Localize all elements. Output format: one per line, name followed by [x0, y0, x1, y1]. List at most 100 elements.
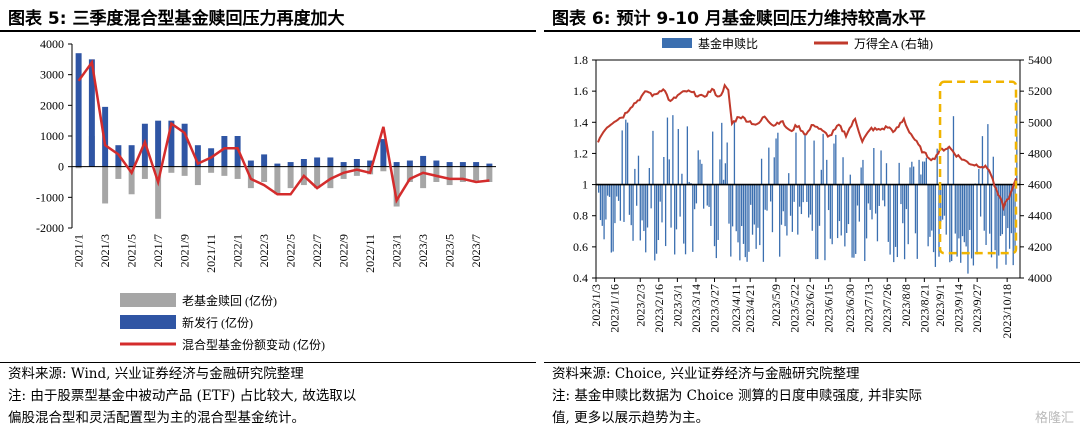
fund-subscription-redemption-bar: [929, 184, 931, 237]
fund-subscription-redemption-bar: [878, 184, 880, 206]
right-x-tick-label: 2023/7/26: [880, 284, 894, 333]
fund-subscription-redemption-bar: [979, 184, 982, 217]
fund-subscription-redemption-bar: [795, 132, 797, 185]
fund-subscription-redemption-bar: [931, 184, 933, 231]
fund-subscription-redemption-bar: [750, 184, 752, 205]
fund-subscription-redemption-bar: [677, 128, 679, 185]
new-issuance-bar: [261, 154, 268, 167]
fund-subscription-redemption-bar: [679, 184, 681, 217]
fund-subscription-redemption-bar: [610, 184, 612, 253]
left-x-tick-label: 2023/1: [390, 234, 404, 267]
fund-subscription-redemption-bar: [632, 184, 634, 241]
fund-subscription-redemption-bar: [965, 184, 967, 247]
right-x-tick-label: 2023/4/11: [729, 284, 743, 332]
fund-subscription-redemption-bar: [780, 184, 783, 225]
right-source-rule: [544, 362, 1080, 363]
fund-subscription-redemption-bar: [958, 184, 960, 239]
left-y-tick-label: -1000: [36, 190, 64, 204]
fund-subscription-redemption-bar: [623, 184, 625, 222]
fund-subscription-redemption-bar: [784, 184, 786, 227]
fund-subscription-redemption-bar: [764, 184, 766, 210]
fund-subscription-redemption-bar: [1005, 184, 1007, 265]
fund-subscription-redemption-bar: [849, 174, 851, 185]
fund-subscription-redemption-bar: [976, 184, 978, 255]
new-issuance-bar: [102, 106, 109, 167]
fund-subscription-redemption-bar: [800, 184, 803, 215]
fund-subscription-redemption-bar: [608, 184, 611, 197]
old-fund-redemption-bar: [208, 166, 215, 173]
fund-subscription-redemption-bar: [967, 184, 969, 274]
left-x-tick-label: 2023/3: [416, 234, 430, 267]
new-issuance-bar: [221, 136, 228, 167]
fund-subscription-redemption-bar: [789, 184, 792, 216]
fund-subscription-redemption-bar: [804, 133, 806, 185]
fund-subscription-redemption-bar: [844, 184, 846, 247]
fund-subscription-redemption-bar: [907, 184, 909, 245]
fund-subscription-redemption-bar: [670, 184, 672, 228]
old-fund-redemption-bar: [221, 166, 228, 176]
new-issuance-bar: [473, 162, 480, 167]
right-note-line2: 值, 更多以展示趋势为主。: [552, 410, 710, 426]
new-issuance-bar: [340, 162, 347, 167]
old-fund-redemption-bar: [433, 166, 440, 182]
fund-subscription-redemption-bar: [733, 121, 736, 185]
fund-subscription-redemption-bar: [963, 184, 965, 243]
old-fund-redemption-bar: [486, 166, 493, 182]
left-x-tick-label: 2021/9: [178, 234, 192, 267]
fund-subscription-redemption-bar: [817, 184, 819, 260]
fund-subscription-redemption-bar: [969, 184, 971, 230]
fund-subscription-redemption-bar: [773, 157, 775, 185]
fund-subscription-redemption-bar: [911, 161, 913, 185]
right-title-rule: [544, 30, 1080, 32]
fund-subscription-redemption-bar: [668, 159, 670, 185]
fund-subscription-redemption-bar: [693, 184, 696, 210]
fund-subscription-redemption-bar: [684, 184, 687, 255]
new-issuance-bar: [75, 53, 82, 167]
fund-subscription-redemption-bar: [836, 184, 839, 239]
new-issuance-bar: [393, 162, 400, 167]
new-issuance-bar: [459, 162, 466, 167]
old-fund-redemption-bar: [353, 166, 360, 176]
fund-subscription-redemption-bar: [1007, 184, 1009, 229]
fund-subscription-redemption-bar: [619, 184, 622, 221]
right-right-y-tick-label: 5200: [1028, 84, 1052, 98]
old-fund-redemption-bar: [168, 166, 175, 173]
old-fund-redemption-bar: [314, 166, 321, 189]
fund-subscription-redemption-bar: [726, 142, 728, 185]
fund-subscription-redemption-bar: [722, 179, 725, 185]
left-x-tick-label: 2022/11: [363, 234, 377, 273]
fund-subscription-redemption-bar: [683, 184, 685, 244]
right-legend-label-line: 万得全A (右轴): [854, 36, 933, 51]
fund-subscription-redemption-bar: [1014, 184, 1016, 251]
fund-subscription-redemption-bar: [873, 147, 875, 185]
new-issuance-bar: [300, 159, 307, 167]
fund-subscription-redemption-bar: [697, 150, 699, 185]
fund-subscription-redemption-bar: [902, 184, 904, 224]
right-x-tick-label: 2023/9/1: [933, 284, 947, 327]
fund-subscription-redemption-bar: [688, 181, 690, 185]
old-fund-redemption-bar: [287, 166, 294, 189]
fund-subscription-redemption-bar: [951, 184, 953, 262]
right-x-tick-label: 2023/8/8: [899, 284, 913, 327]
right-x-tick-label: 2023/5/9: [769, 284, 783, 327]
wind-all-a-index-line: [597, 82, 1018, 212]
left-chart-svg: -2000 -1000 0 1000 2000 3000 4000 2021/1 2021/3 2…: [36, 37, 496, 352]
right-x-tick-label: 2023/3/14: [689, 284, 703, 333]
fund-subscription-redemption-bar: [903, 184, 906, 260]
new-issuance-bar: [155, 120, 162, 167]
fund-subscription-redemption-bar: [889, 184, 891, 255]
fund-subscription-redemption-bar: [815, 184, 817, 260]
fund-subscription-redemption-bar: [1008, 184, 1011, 249]
fund-subscription-redemption-bar: [641, 184, 643, 221]
right-x-tick-label: 2023/1/16: [608, 284, 622, 333]
fund-subscription-redemption-bar: [978, 168, 980, 185]
new-issuance-bar: [446, 162, 453, 167]
right-left-y-tick-label: 1.6: [573, 84, 588, 98]
right-note-line1: 注: 基金申赎比数据为 Choice 测算的日度申赎强度, 并非实际: [552, 388, 923, 404]
fund-subscription-redemption-bar: [766, 184, 768, 211]
fund-subscription-redemption-bar: [639, 184, 641, 241]
new-issuance-bar: [314, 157, 321, 167]
fund-subscription-redemption-bar: [746, 184, 748, 262]
new-issuance-bar: [406, 160, 413, 167]
fund-subscription-redemption-bar: [835, 134, 837, 185]
